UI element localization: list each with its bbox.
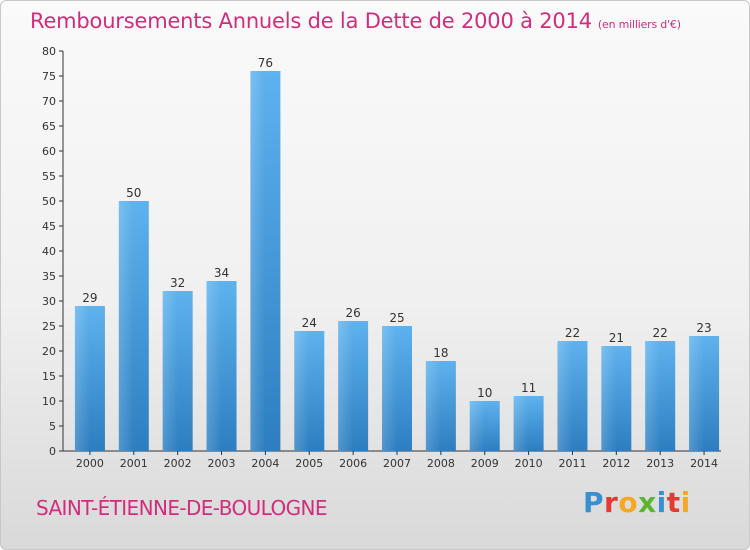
x-tick-label: 2002 bbox=[164, 457, 192, 470]
y-tick-label: 30 bbox=[42, 295, 56, 308]
x-tick-label: 2014 bbox=[690, 457, 718, 470]
logo-letter: o bbox=[618, 486, 639, 519]
bar-value-label: 22 bbox=[565, 326, 580, 340]
x-tick-label: 2010 bbox=[515, 457, 543, 470]
bar-highlight bbox=[469, 401, 485, 451]
bar-highlight bbox=[250, 71, 266, 451]
logo-letter: i bbox=[680, 486, 691, 519]
logo-letter: P bbox=[583, 486, 605, 519]
bar-highlight bbox=[382, 326, 397, 451]
bar-value-label: 24 bbox=[302, 316, 317, 330]
x-tick-label: 2004 bbox=[251, 457, 279, 470]
bar-value-label: 22 bbox=[653, 326, 668, 340]
bar-highlight bbox=[425, 361, 441, 451]
x-tick-label: 2000 bbox=[76, 457, 104, 470]
bar-highlight bbox=[689, 336, 705, 451]
y-tick-label: 0 bbox=[49, 445, 56, 458]
bar-value-label: 10 bbox=[477, 386, 492, 400]
x-tick-label: 2005 bbox=[295, 457, 323, 470]
bar-highlight bbox=[513, 396, 529, 451]
bar-highlight bbox=[557, 341, 573, 451]
x-tick-label: 2008 bbox=[427, 457, 455, 470]
bar-value-label: 32 bbox=[170, 276, 185, 290]
commune-name: SAINT-ÉTIENNE-DE-BOULOGNE bbox=[36, 496, 328, 520]
y-tick-label: 50 bbox=[42, 195, 56, 208]
y-tick-label: 15 bbox=[42, 370, 56, 383]
y-tick-label: 45 bbox=[42, 220, 56, 233]
x-tick-label: 2006 bbox=[339, 457, 367, 470]
bar-value-label: 76 bbox=[258, 56, 273, 70]
bar-value-label: 11 bbox=[521, 381, 536, 395]
chart-title: Remboursements Annuels de la Dette de 20… bbox=[30, 9, 681, 33]
y-tick-label: 35 bbox=[42, 270, 56, 283]
bar-highlight bbox=[162, 291, 178, 451]
y-tick-label: 10 bbox=[42, 395, 56, 408]
bar-value-label: 25 bbox=[389, 311, 404, 325]
y-tick-label: 75 bbox=[42, 70, 56, 83]
bar-highlight bbox=[118, 201, 134, 451]
bar-value-label: 23 bbox=[696, 321, 711, 335]
x-tick-label: 2011 bbox=[558, 457, 586, 470]
y-tick-label: 55 bbox=[42, 170, 56, 183]
bar-highlight bbox=[645, 341, 661, 451]
chart-title-text: Remboursements Annuels de la Dette de 20… bbox=[30, 9, 592, 33]
y-tick-label: 40 bbox=[42, 245, 56, 258]
y-tick-label: 25 bbox=[42, 320, 56, 333]
bar-highlight bbox=[206, 281, 222, 451]
y-tick-label: 60 bbox=[42, 145, 56, 158]
bar-value-label: 21 bbox=[609, 331, 624, 345]
x-tick-label: 2013 bbox=[646, 457, 674, 470]
x-tick-label: 2012 bbox=[602, 457, 630, 470]
logo-letter: t bbox=[666, 486, 681, 519]
bar-value-label: 26 bbox=[345, 306, 360, 320]
y-tick-label: 65 bbox=[42, 120, 56, 133]
logo-letter: i bbox=[656, 486, 667, 519]
bar-highlight bbox=[601, 346, 617, 451]
bar-value-label: 34 bbox=[214, 266, 229, 280]
bar-value-label: 18 bbox=[433, 346, 448, 360]
x-tick-label: 2001 bbox=[120, 457, 148, 470]
y-tick-label: 80 bbox=[42, 45, 56, 58]
x-tick-label: 2003 bbox=[208, 457, 236, 470]
x-tick-label: 2007 bbox=[383, 457, 411, 470]
bar-highlight bbox=[294, 331, 310, 451]
bar-value-label: 50 bbox=[126, 186, 141, 200]
bar-highlight bbox=[74, 306, 90, 451]
logo-letter: x bbox=[638, 486, 657, 519]
logo-letter: r bbox=[604, 486, 619, 519]
proxiti-logo: Proxiti bbox=[583, 486, 691, 519]
chart-unit: (en milliers d'€) bbox=[597, 18, 681, 31]
y-tick-label: 70 bbox=[42, 95, 56, 108]
bar-highlight bbox=[338, 321, 354, 451]
x-tick-label: 2009 bbox=[471, 457, 499, 470]
y-tick-label: 20 bbox=[42, 345, 56, 358]
y-tick-label: 5 bbox=[49, 420, 56, 433]
bar-value-label: 29 bbox=[82, 291, 97, 305]
